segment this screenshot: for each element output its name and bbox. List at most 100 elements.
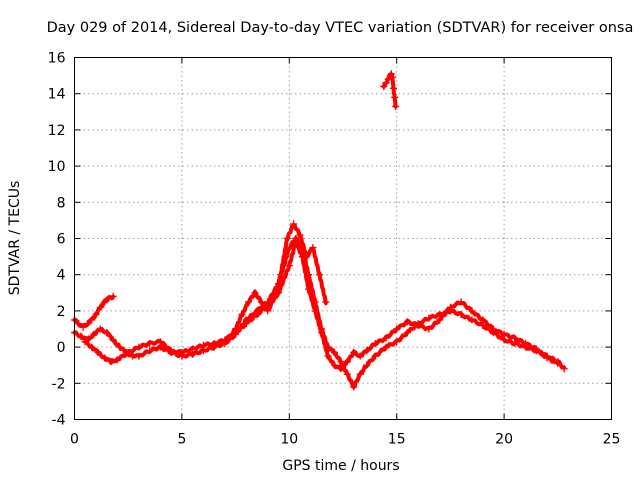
x-tick-label: 25 xyxy=(603,432,621,448)
data-point xyxy=(257,298,265,306)
data-point xyxy=(363,361,371,369)
y-tick-label: 0 xyxy=(57,340,66,356)
series-trace-c xyxy=(81,238,562,373)
data-point xyxy=(382,334,390,342)
data-point xyxy=(109,292,117,300)
data-point xyxy=(251,289,259,297)
data-point xyxy=(403,329,411,337)
data-point xyxy=(382,79,390,87)
y-tick-label: 14 xyxy=(48,87,66,103)
data-point xyxy=(532,345,540,353)
data-point xyxy=(156,338,164,346)
data-point xyxy=(371,340,379,347)
data-point xyxy=(129,352,136,360)
x-axis-label: GPS time / hours xyxy=(282,458,399,474)
data-point xyxy=(522,340,530,347)
data-point xyxy=(94,349,102,356)
data-point xyxy=(457,311,465,318)
data-point xyxy=(105,294,113,302)
y-tick-label: 12 xyxy=(48,123,66,139)
x-tick-label: 5 xyxy=(177,432,186,448)
data-point xyxy=(101,354,109,362)
data-point xyxy=(178,349,186,356)
data-point xyxy=(103,329,111,337)
y-tick-label: -4 xyxy=(52,413,66,429)
data-point xyxy=(309,244,317,252)
data-point xyxy=(270,294,278,302)
data-point xyxy=(315,271,323,279)
data-point xyxy=(380,83,388,90)
data-point xyxy=(253,311,261,318)
data-point xyxy=(350,349,358,356)
series-trace-d xyxy=(225,220,330,342)
data-point xyxy=(446,303,454,311)
data-point xyxy=(116,343,124,351)
data-point xyxy=(337,358,345,366)
data-point xyxy=(292,238,300,246)
data-point xyxy=(393,338,401,346)
data-point xyxy=(543,354,551,362)
data-point xyxy=(387,70,395,78)
data-point xyxy=(264,307,272,315)
data-point xyxy=(324,352,332,360)
data-point xyxy=(479,316,487,324)
data-point xyxy=(245,298,252,306)
y-tick-label: -2 xyxy=(52,376,66,392)
data-point xyxy=(79,323,87,331)
data-point xyxy=(468,307,476,315)
series-trace-b xyxy=(71,235,568,391)
data-point xyxy=(167,347,175,355)
data-point xyxy=(146,347,154,355)
data-point xyxy=(242,320,250,328)
data-point xyxy=(277,271,285,279)
x-tick-label: 20 xyxy=(495,432,513,448)
data-point xyxy=(109,336,117,344)
data-point xyxy=(356,352,364,360)
y-tick-label: 4 xyxy=(57,268,66,284)
data-point xyxy=(457,298,465,306)
data-point xyxy=(356,370,364,378)
series-trace xyxy=(72,294,116,329)
data-point xyxy=(330,361,338,369)
data-point xyxy=(425,325,433,333)
data-point xyxy=(363,347,371,355)
data-point xyxy=(425,314,433,322)
data-point xyxy=(232,325,240,333)
data-point xyxy=(88,343,96,351)
data-point xyxy=(296,231,304,239)
data-point xyxy=(124,349,132,356)
series-trace xyxy=(83,239,560,372)
y-tick-label: 2 xyxy=(57,304,66,320)
data-point xyxy=(343,370,351,378)
y-tick-label: 16 xyxy=(48,51,66,67)
data-point xyxy=(303,253,310,261)
data-point xyxy=(554,359,562,367)
data-point xyxy=(305,285,313,293)
data-point xyxy=(90,330,98,338)
series-trace xyxy=(72,236,567,389)
data-point xyxy=(371,352,379,360)
y-tick-label: 6 xyxy=(57,232,66,248)
data-point xyxy=(489,325,497,333)
data-point xyxy=(285,262,293,270)
data-point xyxy=(92,311,100,318)
data-point xyxy=(135,343,143,351)
series-trace-a xyxy=(71,292,117,331)
data-point xyxy=(135,352,143,360)
data-point xyxy=(81,338,89,346)
data-point xyxy=(337,365,345,373)
data-point xyxy=(393,325,401,333)
chart-title: Day 029 of 2014, Sidereal Day-to-day VTE… xyxy=(47,20,634,36)
data-point xyxy=(384,75,392,83)
data-point xyxy=(221,336,229,344)
y-tick-label: 10 xyxy=(48,159,66,175)
tick-layer: 0 5 10 15 20 25 -4 -2 0 2 4 6 8 10 12 14 16 xyxy=(48,51,621,448)
data-point xyxy=(311,307,319,315)
data-point xyxy=(500,330,508,338)
data-point xyxy=(390,84,397,92)
data-point xyxy=(350,383,358,391)
data-point xyxy=(88,316,96,324)
data-point xyxy=(75,320,83,328)
data-point xyxy=(107,358,115,366)
data-point xyxy=(101,298,109,306)
